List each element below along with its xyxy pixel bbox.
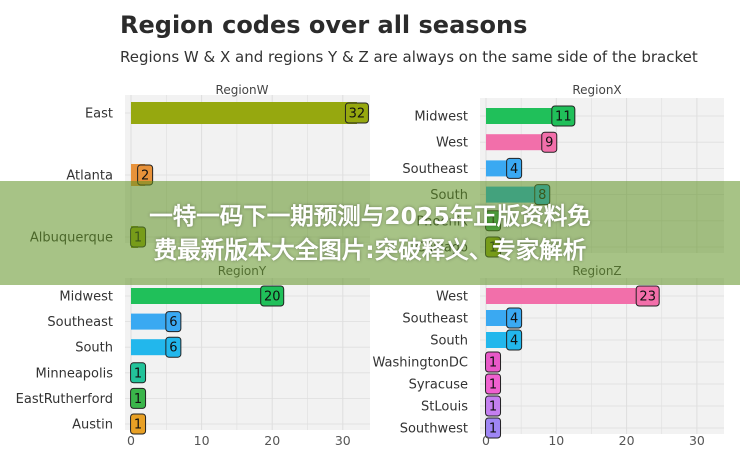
x-tick-label: 0 xyxy=(482,433,490,448)
x-tick-label: 10 xyxy=(548,433,564,448)
bar-midwest xyxy=(131,288,273,304)
category-label: Austin xyxy=(72,418,113,433)
chart-title: Region codes over all seasons xyxy=(120,11,527,39)
chart-subtitle: Regions W & X and regions Y & Z are alwa… xyxy=(120,48,698,66)
value-label: 1 xyxy=(134,366,142,381)
category-label: Minneapolis xyxy=(36,366,114,381)
value-label-box xyxy=(165,336,182,358)
watermark-line-1: 一特一码下一期预测与2025年正版资料免 xyxy=(149,202,591,230)
value-label: 9 xyxy=(545,136,553,151)
category-label: Atlanta xyxy=(66,169,113,184)
value-label-box xyxy=(130,362,147,384)
category-label: EastRutherford xyxy=(16,392,113,407)
value-label-box xyxy=(485,417,502,439)
category-label: South xyxy=(430,334,468,349)
value-label: 2 xyxy=(141,169,149,184)
value-label-box xyxy=(344,102,369,124)
category-label: Southeast xyxy=(402,162,468,177)
value-label: 4 xyxy=(510,334,518,349)
value-label-box xyxy=(506,329,523,351)
bar-midwest xyxy=(486,108,564,124)
value-label-box xyxy=(506,307,523,329)
value-label-box xyxy=(130,387,147,409)
panel-title: RegionX xyxy=(572,83,621,97)
bar-west xyxy=(486,288,648,304)
value-label: 4 xyxy=(510,312,518,327)
category-label: Syracuse xyxy=(409,378,468,393)
category-label: West xyxy=(436,136,468,151)
x-tick-label: 30 xyxy=(689,433,705,448)
value-label: 20 xyxy=(264,290,281,305)
category-label: West xyxy=(436,290,468,305)
x-tick-label: 20 xyxy=(264,433,280,448)
bar-west xyxy=(486,134,550,151)
value-label: 4 xyxy=(510,162,518,177)
x-tick-label: 20 xyxy=(619,433,635,448)
value-label: 11 xyxy=(555,110,572,125)
panel-regiony: RegionYMidwest20Southeast6South6Minneapo… xyxy=(16,264,370,448)
category-label: South xyxy=(75,341,113,356)
value-label-box xyxy=(485,395,502,417)
value-label-box xyxy=(485,351,502,373)
category-label: WashingtonDC xyxy=(373,356,468,371)
value-label: 1 xyxy=(134,418,142,433)
value-label: 1 xyxy=(489,356,497,371)
value-label: 32 xyxy=(349,107,366,122)
value-label-box xyxy=(551,105,576,127)
category-label: Midwest xyxy=(414,110,468,125)
panel-regionz: RegionZWest23Southeast4South4WashingtonD… xyxy=(373,264,724,448)
value-label: 1 xyxy=(489,400,497,415)
value-label: 1 xyxy=(489,422,497,437)
value-label-box xyxy=(541,131,558,153)
bar-south xyxy=(131,339,174,356)
x-tick-label: 0 xyxy=(127,433,135,448)
x-tick-label: 10 xyxy=(194,433,210,448)
watermark-line-2: 费最新版本大全图片:突破释义、专家解析 xyxy=(153,236,587,264)
category-label: Southeast xyxy=(47,315,113,330)
value-label: 1 xyxy=(489,378,497,393)
category-label: Southeast xyxy=(402,312,468,327)
value-label-box xyxy=(130,413,147,435)
value-label: 6 xyxy=(169,341,177,356)
value-label-box xyxy=(485,373,502,395)
value-label: 23 xyxy=(639,290,656,305)
value-label: 1 xyxy=(134,392,142,407)
watermark-banner: 一特一码下一期预测与2025年正版资料免 费最新版本大全图片:突破释义、专家解析 xyxy=(0,181,740,285)
category-label: Southwest xyxy=(400,422,468,437)
panel-title: RegionW xyxy=(216,83,269,97)
bar-southeast xyxy=(131,313,174,330)
category-label: Midwest xyxy=(59,290,113,305)
category-label: East xyxy=(85,107,113,122)
value-label-box xyxy=(165,311,182,333)
value-label-box xyxy=(635,285,660,307)
value-label: 6 xyxy=(169,315,177,330)
value-label-box xyxy=(260,285,285,307)
category-label: StLouis xyxy=(421,400,468,415)
bar-east xyxy=(131,102,357,124)
value-label-box xyxy=(506,157,523,179)
x-tick-label: 30 xyxy=(335,433,351,448)
